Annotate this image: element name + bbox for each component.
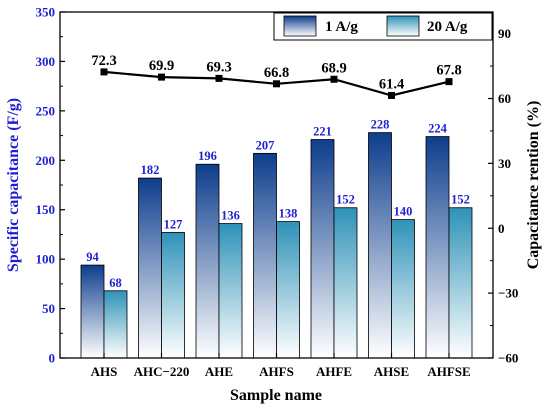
- legend-swatch-1ag: [283, 15, 317, 37]
- bar-1ag-2: [195, 163, 220, 359]
- retention-value-label: 61.4: [379, 76, 404, 92]
- x-tick-label: AHFS: [259, 364, 294, 379]
- y2-tick-label: −60: [498, 351, 518, 366]
- x-tick-label: AHC−220: [134, 364, 190, 379]
- bar-value-label: 68: [109, 276, 122, 290]
- retention-value-label: 69.9: [149, 58, 174, 74]
- bar-value-label: 221: [313, 125, 332, 139]
- y-tick-label: 300: [36, 54, 56, 69]
- bar-value-label: 127: [164, 217, 183, 231]
- retention-point: [388, 91, 395, 99]
- bar-value-label: 138: [279, 207, 298, 221]
- y2-tick-label: 60: [498, 91, 511, 106]
- bar-value-label: 196: [198, 149, 217, 163]
- bar-value-label: 152: [451, 193, 470, 207]
- bar-20ag-5: [391, 219, 415, 359]
- legend: 1 A/g 20 A/g: [273, 12, 493, 41]
- y2-axis-title: Capacitance rention (%): [525, 101, 542, 270]
- bar-value-label: 136: [221, 209, 240, 223]
- y-tick-label: 0: [49, 351, 56, 366]
- legend-label-1ag: 1 A/g: [325, 19, 358, 35]
- right-axis: −60 −30 0 30 60 90: [488, 26, 518, 366]
- y-tick-label: 250: [36, 103, 56, 118]
- x-axis-title: Sample name: [230, 387, 322, 404]
- x-tick-label: AHFSE: [427, 364, 470, 379]
- bar-value-label: 228: [371, 118, 390, 132]
- retention-point: [445, 78, 453, 86]
- retention-value-label: 69.3: [206, 59, 231, 75]
- bar-1ag-1: [138, 177, 162, 359]
- bar-1ag-4: [310, 139, 335, 359]
- y2-tick-label: 0: [498, 221, 505, 236]
- bar-1ag-6: [425, 136, 450, 359]
- bar-20ag-2: [218, 223, 243, 359]
- left-axis: 0 50 100 150 200 250 300 350: [36, 5, 65, 366]
- y-tick-label: 350: [36, 5, 56, 20]
- retention-value-label: 68.9: [321, 60, 346, 76]
- bar-group: [80, 132, 473, 359]
- bar-20ag-6: [448, 207, 473, 359]
- x-tick-label: AHFE: [316, 364, 352, 379]
- y2-tick-label: 90: [498, 26, 511, 41]
- retention-value-label: 72.3: [91, 53, 116, 69]
- retention-value-label: 67.8: [436, 63, 461, 79]
- retention-label-group: 72.3 69.9 69.3 66.8 68.9 61.4 67.8: [91, 53, 461, 93]
- bar-value-label: 182: [141, 163, 160, 177]
- retention-value-label: 66.8: [264, 65, 289, 81]
- bar-value-label: 207: [256, 138, 275, 152]
- legend-swatch-20ag: [386, 15, 420, 37]
- bar-value-label: 94: [86, 250, 99, 264]
- bar-20ag-0: [103, 290, 128, 359]
- y2-tick-label: −30: [498, 286, 518, 301]
- x-tick-label: AHSE: [374, 364, 409, 379]
- x-tick-label: AHS: [91, 364, 118, 379]
- bar-1ag-0: [80, 264, 105, 359]
- y2-tick-label: 30: [498, 156, 511, 171]
- y-tick-label: 100: [36, 252, 56, 267]
- bar-value-label: 152: [336, 193, 355, 207]
- retention-point: [215, 74, 223, 82]
- retention-line-group: [100, 68, 453, 99]
- retention-point: [330, 75, 338, 83]
- bar-label-group: 94 182 196 207 221 228 224 68 127 136 138 152 140 152: [86, 118, 470, 290]
- retention-point: [100, 68, 108, 76]
- legend-label-20ag: 20 A/g: [427, 19, 468, 35]
- retention-point: [273, 80, 280, 88]
- bar-1ag-3: [253, 152, 277, 359]
- x-axis: AHS AHC−220 AHE AHFS AHFE AHSE AHFSE: [91, 353, 471, 379]
- bar-20ag-4: [333, 207, 358, 359]
- y-tick-label: 50: [42, 301, 55, 316]
- bar-value-label: 140: [394, 205, 413, 219]
- y-tick-label: 150: [36, 202, 56, 217]
- retention-point: [158, 73, 165, 81]
- bar-1ag-5: [368, 132, 392, 359]
- bar-20ag-1: [161, 232, 185, 359]
- y-tick-label: 200: [36, 153, 56, 168]
- y-axis-title: Specific capacitance (F/g): [5, 98, 22, 272]
- x-tick-label: AHE: [205, 364, 233, 379]
- bar-20ag-3: [276, 221, 300, 359]
- bar-value-label: 224: [428, 122, 448, 136]
